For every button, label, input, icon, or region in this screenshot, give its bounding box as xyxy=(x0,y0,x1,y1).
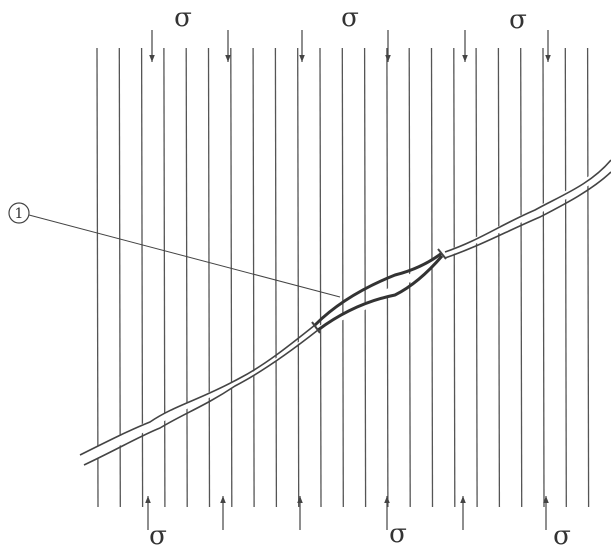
crack xyxy=(79,159,611,466)
callout-circle xyxy=(8,202,30,224)
fiber xyxy=(453,47,456,508)
fiber xyxy=(564,47,567,508)
fiber xyxy=(96,47,99,508)
fiber xyxy=(230,47,233,508)
fibers xyxy=(96,47,590,508)
fiber xyxy=(341,47,344,508)
stress-arrows xyxy=(145,30,551,530)
fiber xyxy=(586,47,590,508)
fiber xyxy=(297,47,300,508)
fiber xyxy=(319,47,322,508)
stress-label: σ xyxy=(341,3,359,33)
stress-label: σ xyxy=(553,521,571,551)
stress-label: σ xyxy=(389,519,407,549)
fiber xyxy=(140,47,144,508)
callout-label: 1 xyxy=(15,206,24,222)
fiber xyxy=(430,47,434,508)
fiber xyxy=(542,47,545,508)
fiber xyxy=(207,47,211,508)
fiber xyxy=(520,47,523,508)
fiber xyxy=(163,47,166,508)
fiber xyxy=(118,47,121,508)
fiber xyxy=(274,47,278,508)
stress-label: σ xyxy=(174,3,192,33)
fiber xyxy=(185,47,188,508)
fiber xyxy=(475,47,478,508)
stress-label: σ xyxy=(149,521,167,551)
fiber xyxy=(252,47,255,508)
fiber xyxy=(497,47,501,508)
fiber xyxy=(363,47,367,508)
stress-label: σ xyxy=(509,5,527,35)
callout-leader xyxy=(28,214,341,298)
